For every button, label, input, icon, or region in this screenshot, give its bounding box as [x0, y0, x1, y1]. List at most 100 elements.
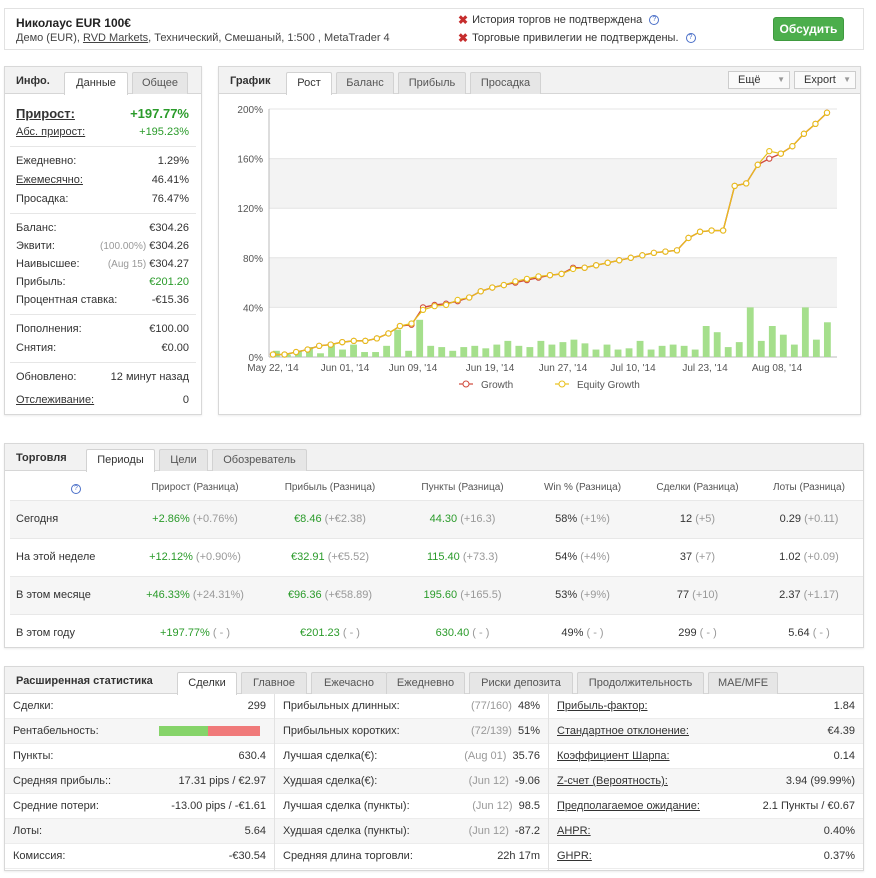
gain-cell: +12.12% (+0.90%)	[130, 537, 260, 576]
stats-label: Худшая сделка(€):	[283, 775, 378, 787]
stats-value: -87.2	[514, 825, 540, 837]
tab-mae-mfe[interactable]: MAE/MFE	[708, 672, 778, 694]
tab-duration[interactable]: Продолжительность	[577, 672, 704, 694]
y-tick-label: 40%	[243, 303, 263, 314]
withdrawals-label: Снятия:	[16, 342, 57, 354]
series-point	[650, 249, 658, 256]
stats-value: 35.76	[512, 750, 540, 762]
stats-label[interactable]: AHPR:	[557, 825, 591, 837]
profit-cell: €201.23 ( - )	[260, 613, 400, 652]
stats-label: Лучшая сделка (пункты):	[283, 800, 410, 812]
tab-growth[interactable]: Рост	[286, 72, 332, 95]
series-point	[569, 265, 577, 273]
trade-bar	[515, 345, 523, 357]
monthly-label: Ежемесячно:	[16, 174, 83, 186]
drawdown-value: 76.47%	[151, 193, 189, 205]
stats-label[interactable]: Прибыль-фактор:	[557, 700, 648, 712]
stats-label[interactable]: Z-счет (Вероятность):	[557, 775, 668, 787]
tab-drawdown[interactable]: Просадка	[470, 72, 541, 94]
stats-value-group: 299	[248, 700, 266, 712]
stats-column-best-worst: Прибыльных длинных: (77/160) 48% Прибыльных…	[275, 694, 549, 870]
table-row: В этом году +197.77% ( - ) €201.23 ( - ) 63…	[10, 613, 863, 652]
stats-value-group: 630.4	[238, 750, 266, 762]
stats-label[interactable]: Предполагаемое ожидание:	[557, 800, 700, 812]
series-point	[327, 341, 334, 348]
abs-gain-value: +195.23%	[139, 126, 189, 138]
stats-row: Пункты: 630.4	[5, 744, 274, 769]
stats-label[interactable]: GHPR:	[557, 850, 592, 862]
help-icon[interactable]: ?	[685, 33, 696, 43]
lots-cell: 0.29 (+0.11)	[755, 499, 863, 538]
series-point	[396, 322, 404, 330]
daily-label: Ежедневно:	[16, 155, 77, 167]
abs-gain-label: Абс. прирост:	[16, 126, 86, 138]
header-lots: Лоты (Разница)	[773, 482, 845, 494]
info-row-balance: Баланс: €304.26	[16, 222, 189, 234]
info-row-interest: Процентная ставка: -€15.36	[16, 294, 189, 306]
trading-panel: Торговля Периоды Цели Обозреватель ? При…	[4, 443, 864, 652]
stats-value: 0.37%	[823, 850, 855, 862]
tab-deposit-risks[interactable]: Риски депозита	[469, 672, 573, 694]
gain-value: +12.12%	[149, 551, 193, 563]
tab-daily[interactable]: Ежедневно	[386, 672, 465, 694]
win-value: 49%	[561, 627, 584, 640]
trades-value: 12	[679, 513, 693, 525]
balance-value: €304.26	[149, 222, 189, 234]
profit-diff: (+€2.38)	[324, 513, 366, 525]
tab-balance[interactable]: Баланс	[336, 72, 394, 94]
tracking-link[interactable]: Отслеживание:	[16, 394, 95, 406]
header-trades: Сделки (Разница)	[656, 482, 739, 494]
header-profit: Прибыль (Разница)	[284, 482, 376, 494]
stats-value: 2.1 Пункты / €0.67	[762, 800, 855, 812]
trades-cell: 299 ( - )	[640, 613, 755, 652]
win-diff: (+4%)	[580, 551, 610, 563]
trade-bar	[801, 307, 809, 357]
balance-label: Баланс:	[16, 222, 57, 234]
stats-row: Лоты: 5.64	[5, 819, 274, 844]
tab-main[interactable]: Главное	[241, 672, 307, 694]
highest-label: Наивысшее:	[16, 258, 80, 270]
tab-browser[interactable]: Обозреватель	[212, 449, 307, 471]
tab-data[interactable]: Данные	[64, 72, 128, 95]
trades-cell: 77 (+10)	[640, 575, 755, 614]
more-dropdown[interactable]: Ещё ▼	[728, 71, 790, 89]
account-details: , Технический, Смешаный, 1:500 , MetaTra…	[148, 32, 390, 44]
updated-label: Обновлено:	[16, 371, 77, 383]
info-row-drawdown: Просадка: 76.47%	[16, 193, 189, 205]
tab-profit[interactable]: Прибыль	[398, 72, 466, 94]
trade-bar	[361, 352, 368, 357]
tab-hourly[interactable]: Ежечасно	[311, 672, 387, 694]
profit-cell: €8.46 (+€2.38)	[260, 499, 400, 538]
help-icon[interactable]: ?	[649, 15, 660, 25]
help-icon[interactable]: ?	[71, 483, 81, 494]
lots-diff: (+0.11)	[804, 513, 839, 525]
tab-goals[interactable]: Цели	[159, 449, 208, 471]
stats-row: Рентабельность:	[5, 719, 274, 744]
account-title: Николаус EUR 100€	[16, 16, 131, 30]
stats-label[interactable]: Стандартное отклонение:	[557, 725, 689, 737]
trade-bar	[482, 348, 490, 357]
series-point	[385, 330, 392, 337]
period-label: Сегодня	[10, 499, 130, 538]
stats-value-group	[159, 726, 266, 736]
stats-label[interactable]: Коэффициент Шарпа:	[557, 750, 670, 762]
stats-note: (Jun 12)	[472, 800, 513, 812]
header-pips: Пункты (Разница)	[421, 482, 504, 494]
tab-periods[interactable]: Периоды	[86, 449, 155, 472]
stats-value: 17.31 pips / €2.97	[178, 775, 266, 787]
discuss-button[interactable]: Обсудить	[773, 17, 844, 41]
pips-cell: 195.60 (+165.5)	[400, 575, 525, 614]
pips-diff: (+73.3)	[462, 551, 499, 563]
info-row-deposits: Пополнения: €100.00	[16, 323, 189, 335]
cross-icon: ✖	[458, 31, 469, 45]
series-point	[500, 281, 507, 289]
series-point	[766, 148, 773, 155]
export-dropdown[interactable]: Export ▼	[794, 71, 856, 89]
trade-bar	[779, 334, 787, 357]
stats-value-group: 1.84	[834, 700, 855, 712]
tab-trades[interactable]: Сделки	[177, 672, 237, 695]
trade-bar	[625, 348, 633, 357]
broker-link[interactable]: RVD Markets	[82, 32, 149, 44]
tab-general[interactable]: Общее	[132, 72, 188, 94]
stats-row: GHPR: 0.37%	[549, 844, 863, 869]
